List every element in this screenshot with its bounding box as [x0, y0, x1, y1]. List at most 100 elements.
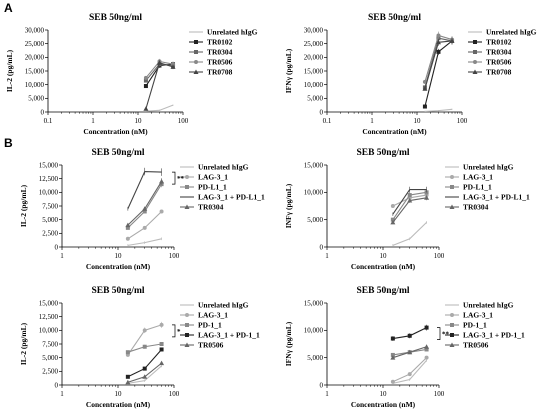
legend-entry: TR0506 [207, 58, 233, 67]
series-2 [125, 341, 164, 355]
series-line [127, 181, 163, 226]
y-tick-label: 30,000 [25, 26, 45, 34]
data-point [422, 79, 427, 84]
data-point [125, 236, 130, 241]
data-point [436, 33, 441, 38]
data-point [390, 336, 395, 341]
series-0 [392, 221, 427, 247]
y-tick-label: 0 [41, 108, 45, 116]
chart-title: SEB 50ng/ml [356, 286, 409, 296]
series-3 [125, 347, 164, 379]
legend-marker [194, 50, 198, 54]
legend-entry: PD-L1_1 [198, 183, 227, 192]
data-point [424, 347, 429, 352]
y-tick-label: 15,000 [304, 299, 324, 307]
legend-entry: TR0304 [463, 203, 489, 212]
significance-label: * [177, 328, 181, 336]
legend-entry: TR0304 [198, 203, 224, 212]
legend-entry: PD-1_1 [198, 321, 222, 330]
data-point [171, 62, 176, 67]
series-0 [424, 108, 453, 113]
y-tick-label: 0 [55, 381, 59, 389]
series-line [424, 40, 453, 89]
legend-entry: TR0102 [207, 38, 233, 47]
legend-marker [185, 185, 189, 189]
x-tick-label: 10 [115, 390, 123, 398]
significance-bracket [437, 327, 441, 340]
data-point [143, 75, 148, 80]
series-1 [125, 321, 164, 357]
legend-marker [472, 69, 478, 74]
data-point [143, 106, 149, 111]
series-0 [145, 104, 174, 112]
data-point [390, 219, 396, 225]
chart-b2: SEB 50ng/ml 0 5,000 10,000 15,000 1 10 100 Conce… [284, 148, 530, 271]
data-point [143, 78, 148, 83]
legend-marker [450, 323, 454, 327]
x-tick-label: 10 [380, 390, 388, 398]
data-point [156, 60, 162, 65]
data-point [424, 344, 430, 349]
chart-title: SEB 50ng/ml [89, 13, 142, 23]
legend-marker [193, 69, 199, 74]
y-axis-label: INFγ (pg/mL) [284, 183, 293, 228]
legend-marker [473, 40, 477, 44]
x-tick-label: 100 [457, 117, 468, 125]
panel-label-a: A [4, 1, 13, 15]
data-point [125, 225, 130, 230]
y-tick-label: 15,000 [39, 161, 59, 169]
data-point [390, 352, 395, 357]
y-tick-label: 5,000 [307, 216, 323, 224]
series-0 [127, 237, 162, 247]
legend-marker [185, 323, 189, 327]
data-point [125, 350, 130, 355]
legend-entry: TR0506 [463, 341, 489, 350]
legend-entry: PD-1_1 [463, 321, 487, 330]
data-point [390, 217, 395, 222]
x-axis-label: Concentration (nM) [86, 400, 151, 409]
legend-entry: LAG-3_1 + PD-L1_1 [198, 193, 265, 202]
data-point [449, 38, 455, 43]
data-point [424, 355, 429, 360]
legend-entry: TR0708 [486, 68, 512, 77]
chart-b1: SEB 50ng/ml 0 2,500 5,000 7,500 10,000 12,500 1… [19, 148, 265, 271]
series-4 [143, 60, 176, 111]
legend-marker [450, 185, 454, 189]
legend-entry: LAG-3_1 + PD-L1_1 [463, 193, 530, 202]
legend-marker [194, 40, 198, 44]
legend-entry: Unrelated hIgG [198, 301, 249, 310]
data-point [407, 349, 413, 355]
x-tick-label: 10 [380, 252, 388, 260]
legend-entry: Unrelated hIgG [463, 163, 514, 172]
series-4 [390, 195, 430, 225]
legend-marker [194, 60, 198, 64]
y-tick-label: 10,000 [304, 189, 324, 197]
x-tick-label: 10 [115, 252, 123, 260]
series-4 [125, 360, 165, 385]
y-tick-label: 0 [55, 243, 59, 251]
legend-entry: LAG-3_1 [463, 311, 493, 320]
series-3 [127, 167, 162, 211]
data-point [407, 333, 412, 338]
legend-entry: LAG-3_1 [463, 173, 493, 182]
legend-marker [450, 175, 454, 179]
y-tick-label: 5,000 [42, 216, 58, 224]
data-point [142, 374, 148, 379]
y-tick-label: 15,000 [304, 161, 324, 169]
legend-marker [184, 342, 190, 347]
data-point [159, 347, 164, 352]
y-axis-label: IL-2 (pg/mL) [19, 184, 28, 227]
legend-marker [450, 333, 454, 337]
y-tick-label: 5,000 [307, 95, 323, 103]
significance-bracket [172, 324, 176, 338]
significance-bracket [172, 171, 176, 185]
data-point [422, 86, 428, 91]
series-1 [390, 355, 429, 384]
